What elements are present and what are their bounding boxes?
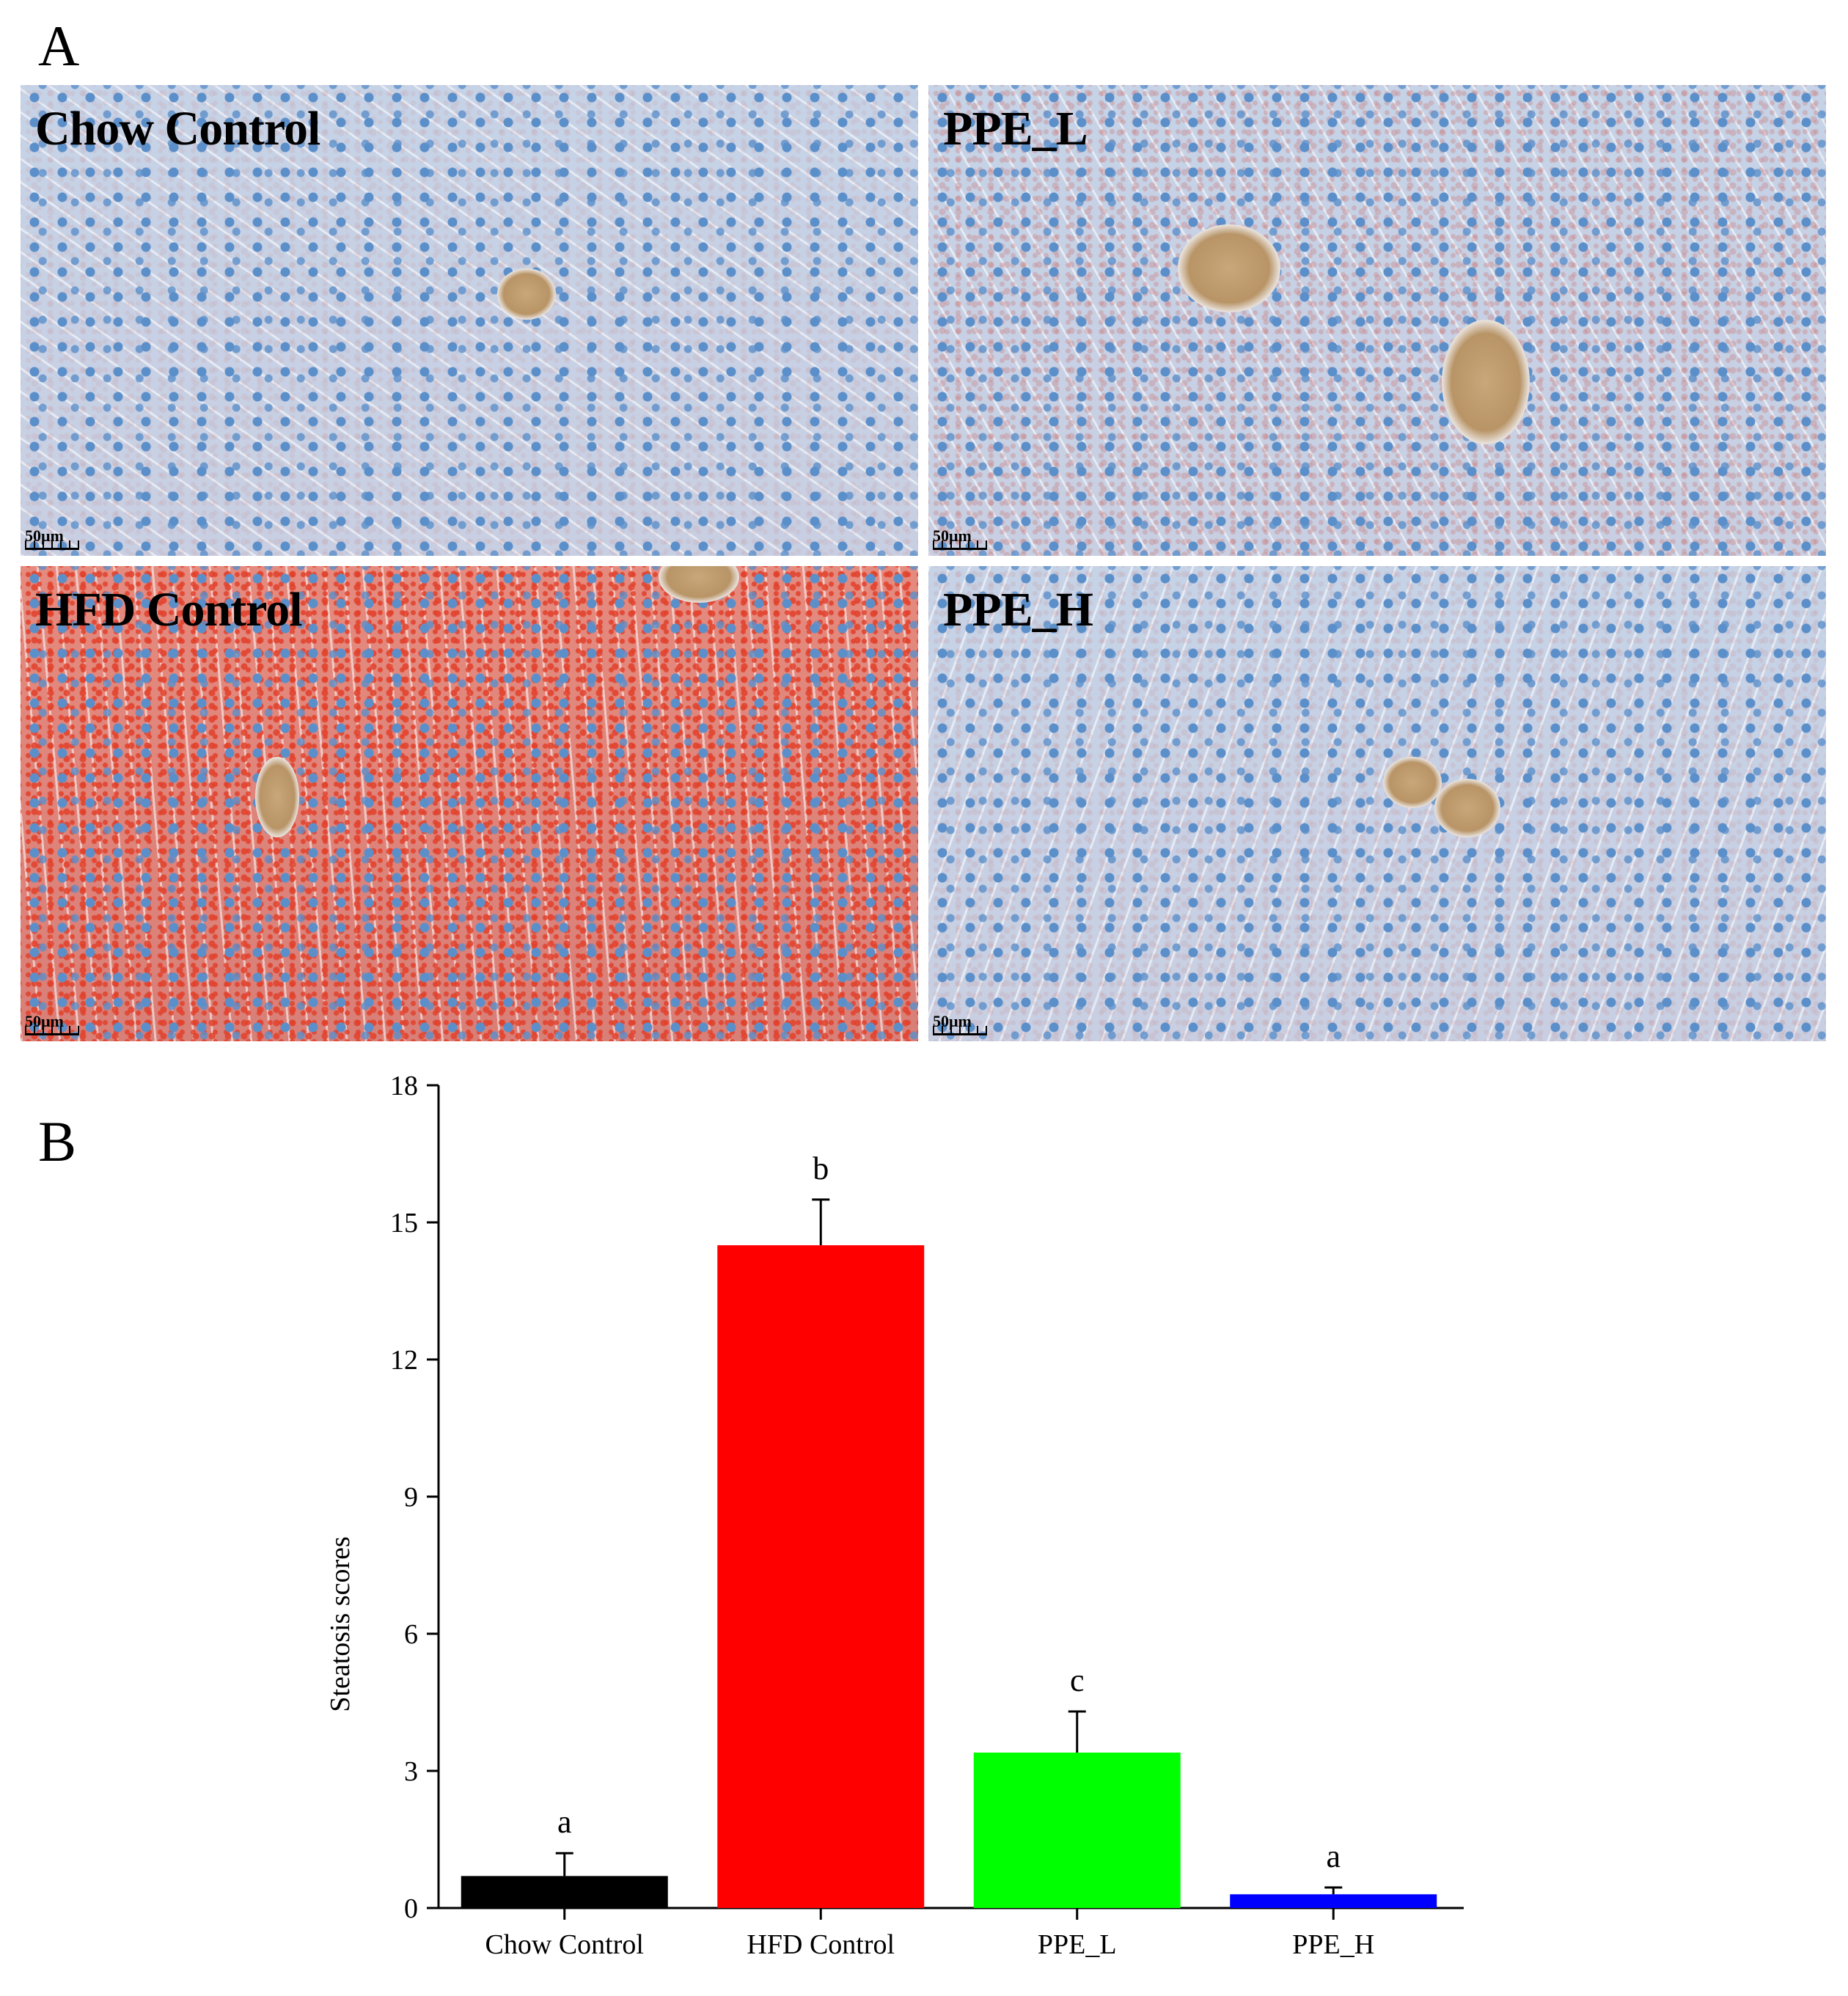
panel-b-letter: B: [38, 1109, 77, 1173]
panel-a-letter: A: [38, 14, 80, 78]
tissue-texture: [928, 566, 1826, 1041]
significance-label: c: [1070, 1662, 1085, 1698]
x-tick-label: HFD Control: [747, 1929, 895, 1960]
tissue-texture: [928, 85, 1826, 556]
central-vein: [497, 268, 556, 320]
bar: [461, 1876, 668, 1908]
y-tick-label: 12: [390, 1345, 418, 1376]
central-vein: [1434, 779, 1500, 837]
scale-bar: [25, 1026, 79, 1035]
y-tick-label: 0: [404, 1893, 418, 1924]
x-tick-label: PPE_L: [1038, 1929, 1117, 1960]
y-axis-label: Steatosis scores: [325, 1536, 356, 1712]
tissue-texture: [21, 85, 918, 556]
micrograph-label: HFD Control: [35, 583, 303, 636]
micrograph-hfd-control: HFD Control 50μm: [21, 566, 918, 1041]
micrograph-chow-control: Chow Control 50μm: [21, 85, 918, 556]
bar: [973, 1753, 1181, 1908]
y-tick-label: 9: [404, 1482, 418, 1513]
y-tick-label: 6: [404, 1619, 418, 1650]
scale-bar: [933, 540, 987, 550]
tissue-texture: [21, 566, 918, 1041]
y-tick-label: 18: [390, 1071, 418, 1101]
portal-vessel: [255, 757, 299, 837]
scale-bar: [25, 540, 79, 550]
micrograph-ppe-h: PPE_H 50μm: [928, 566, 1826, 1041]
central-vein: [1383, 757, 1442, 808]
micrograph-label: PPE_H: [943, 583, 1093, 636]
significance-label: a: [1326, 1838, 1341, 1874]
significance-label: a: [557, 1804, 572, 1840]
plot-area: 0 3 6 9 12 15 18 a Chow Control b HFD Control c PPE_…: [390, 1071, 1464, 1960]
significance-label: b: [813, 1151, 829, 1186]
micrograph-ppe-l: PPE_L 50μm: [928, 85, 1826, 556]
x-tick-label: PPE_H: [1292, 1929, 1374, 1960]
y-tick-label: 3: [404, 1756, 418, 1787]
bar: [1230, 1894, 1437, 1908]
scale-bar: [933, 1026, 987, 1035]
y-tick-label: 15: [390, 1208, 418, 1239]
micrograph-label: PPE_L: [943, 102, 1088, 155]
bar-chart: 0 3 6 9 12 15 18 a Chow Control b HFD Control c PPE_…: [325, 1071, 1464, 1960]
x-tick-label: Chow Control: [485, 1929, 644, 1960]
central-vein: [1442, 320, 1530, 444]
bar: [717, 1245, 925, 1908]
central-vein: [1178, 224, 1280, 312]
micrograph-label: Chow Control: [35, 102, 320, 155]
